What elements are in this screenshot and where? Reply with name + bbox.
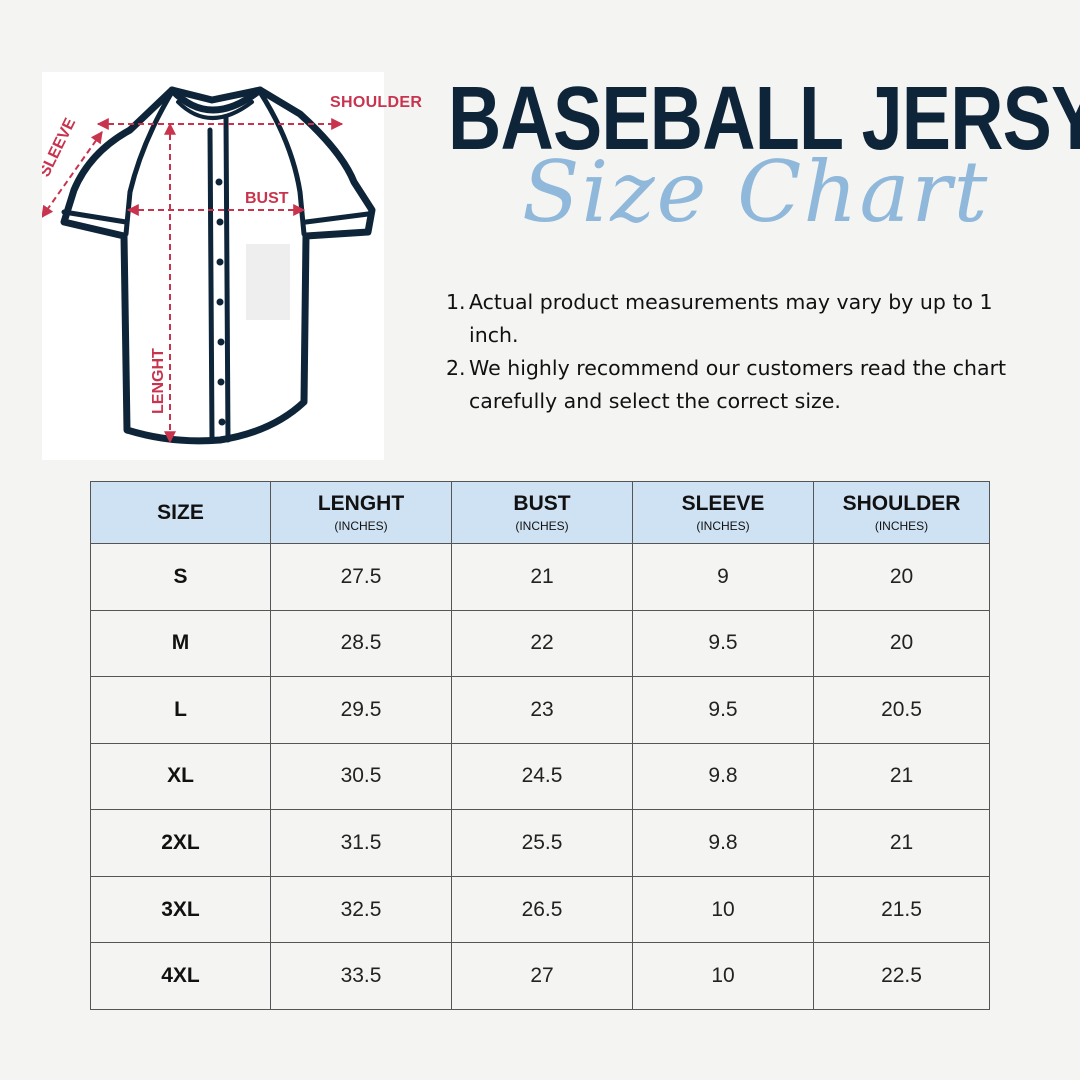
size-cell: S [90, 543, 271, 611]
header-sleeve: SLEEVE (INCHES) [632, 481, 814, 544]
table-row: S 27.5 21 9 20 [90, 543, 990, 611]
length-cell: 29.5 [270, 676, 452, 744]
shoulder-cell: 21 [813, 742, 990, 811]
size-cell: M [90, 609, 271, 678]
length-cell: 33.5 [270, 942, 452, 1010]
header-shoulder: SHOULDER (INCHES) [813, 481, 990, 544]
sleeve-cell: 10 [632, 942, 814, 1010]
note-text: We highly recommend our customers read t… [469, 356, 1007, 413]
bust-cell: 22 [451, 609, 633, 678]
table-row: 4XL 33.5 27 10 22.5 [90, 942, 990, 1010]
header-label: BUST [513, 492, 571, 515]
bust-cell: 24.5 [451, 742, 633, 811]
page-subtitle: Size Chart [522, 143, 990, 241]
note-number: 1. [446, 290, 466, 314]
table-row: 3XL 32.5 26.5 10 21.5 [90, 875, 990, 944]
header-length: LENGHT (INCHES) [270, 481, 452, 544]
length-cell: 30.5 [270, 742, 452, 811]
sleeve-cell: 9.8 [632, 742, 814, 811]
size-table: SIZE LENGHT (INCHES) BUST (INCHES) SLEEVE (… [90, 481, 990, 1010]
bust-label: BUST [245, 190, 289, 207]
table-row: M 28.5 22 9.5 20 [90, 609, 990, 678]
note-item: 2. We highly recommend our customers rea… [446, 352, 1046, 418]
sleeve-cell: 9.5 [632, 609, 814, 678]
size-cell: 2XL [90, 809, 271, 877]
sleeve-cell: 9 [632, 543, 814, 611]
sleeve-cell: 10 [632, 875, 814, 944]
bust-cell: 23 [451, 676, 633, 744]
header-size: SIZE [90, 481, 271, 544]
header-unit: (INCHES) [334, 519, 388, 533]
sleeve-cell: 9.5 [632, 676, 814, 744]
length-label: LENGHT [150, 348, 167, 414]
length-cell: 28.5 [270, 609, 452, 678]
table-header-row: SIZE LENGHT (INCHES) BUST (INCHES) SLEEVE (… [90, 481, 990, 544]
jersey-icon: BUST LENGHT SLEEVE [42, 86, 376, 445]
note-number: 2. [446, 356, 466, 380]
note-text: Actual product measurements may vary by … [469, 290, 993, 347]
sleeve-cell: 9.8 [632, 809, 814, 877]
bust-cell: 21 [451, 543, 633, 611]
header-unit: (INCHES) [696, 519, 750, 533]
header-unit: (INCHES) [515, 519, 569, 533]
length-cell: 31.5 [270, 809, 452, 877]
sleeve-label: SLEEVE [42, 115, 79, 179]
shoulder-label: SHOULDER [330, 94, 423, 111]
size-cell: L [90, 676, 271, 744]
bust-cell: 26.5 [451, 875, 633, 944]
shoulder-cell: 20 [813, 543, 990, 611]
header-label: SHOULDER [842, 492, 961, 515]
length-cell: 27.5 [270, 543, 452, 611]
header-label: SIZE [157, 500, 204, 524]
notes-list: 1. Actual product measurements may vary … [446, 286, 1046, 418]
header-unit: (INCHES) [874, 519, 929, 533]
header-bust: BUST (INCHES) [451, 481, 633, 544]
size-cell: 3XL [90, 875, 271, 944]
table-row: XL 30.5 24.5 9.8 21 [90, 742, 990, 811]
shoulder-cell: 21 [813, 809, 990, 877]
bust-cell: 25.5 [451, 809, 633, 877]
shoulder-cell: 20 [813, 609, 990, 678]
size-cell: XL [90, 742, 271, 811]
shoulder-cell: 22.5 [813, 942, 990, 1010]
table-row: 2XL 31.5 25.5 9.8 21 [90, 809, 990, 877]
table-row: L 29.5 23 9.5 20.5 [90, 676, 990, 744]
bust-cell: 27 [451, 942, 633, 1010]
shoulder-cell: 21.5 [813, 875, 990, 944]
length-cell: 32.5 [270, 875, 452, 944]
shoulder-cell: 20.5 [813, 676, 990, 744]
note-item: 1. Actual product measurements may vary … [446, 286, 1046, 352]
header-label: SLEEVE [681, 492, 765, 515]
jersey-diagram: BUST LENGHT SLEEVE [42, 72, 384, 460]
size-cell: 4XL [90, 942, 271, 1010]
header-label: LENGHT [317, 492, 405, 515]
